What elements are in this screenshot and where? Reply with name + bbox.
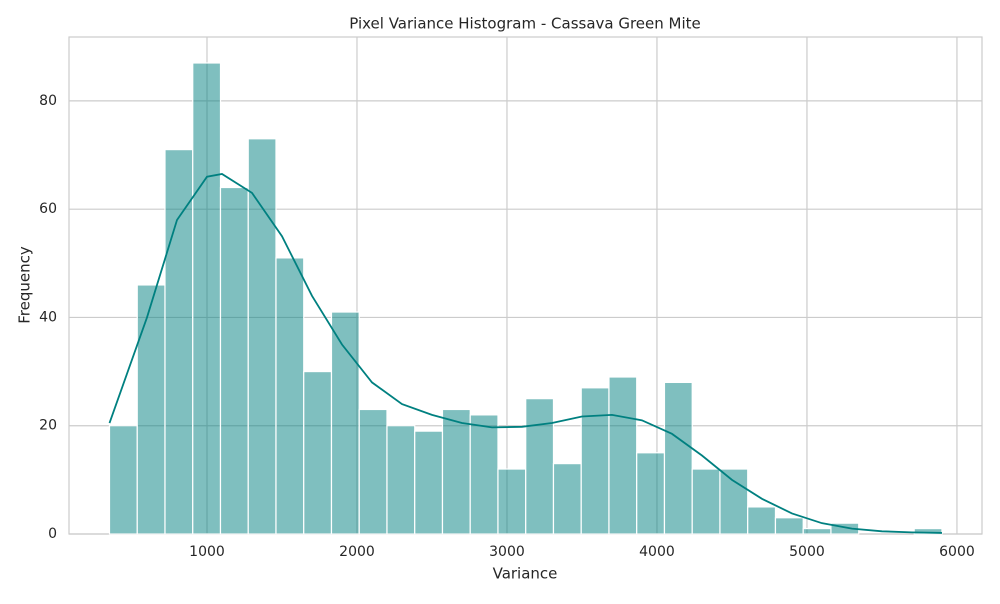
bar: [275, 257, 305, 535]
bar: [747, 506, 777, 535]
kde-line: [108, 173, 942, 534]
x-tick-label: 4000: [639, 544, 675, 560]
bar: [219, 186, 249, 535]
bar: [913, 527, 943, 535]
x-tick-label: 1000: [189, 544, 225, 560]
bar: [247, 138, 277, 535]
bar: [192, 62, 222, 535]
bar: [414, 430, 444, 535]
bar: [303, 370, 333, 535]
bar: [663, 381, 693, 535]
chart-title: Pixel Variance Histogram - Cassava Green…: [349, 15, 701, 33]
bar: [719, 468, 749, 535]
bar: [108, 425, 138, 535]
bar: [608, 376, 638, 535]
x-tick-label: 5000: [789, 544, 825, 560]
x-tick-label: 6000: [939, 544, 975, 560]
y-tick-label: 60: [39, 201, 57, 217]
bar: [386, 425, 416, 535]
x-tick-label: 2000: [339, 544, 375, 560]
y-tick-label: 0: [48, 526, 57, 542]
y-axis-label: Frequency: [16, 246, 34, 324]
x-tick-label: 3000: [489, 544, 525, 560]
bar: [358, 408, 388, 535]
bar: [330, 311, 360, 535]
bar: [136, 284, 166, 535]
bar: [469, 414, 499, 535]
bar: [691, 468, 721, 535]
bar: [164, 149, 194, 535]
x-axis-label: Variance: [493, 565, 558, 583]
bar: [552, 463, 582, 535]
bar: [525, 398, 555, 535]
bar: [774, 517, 804, 535]
bar: [636, 452, 666, 535]
y-tick-label: 80: [39, 93, 57, 109]
y-tick-label: 40: [39, 309, 57, 325]
bar: [802, 527, 832, 535]
bar: [497, 468, 527, 535]
bar: [580, 387, 610, 535]
bar: [441, 408, 471, 535]
y-tick-label: 20: [39, 418, 57, 434]
